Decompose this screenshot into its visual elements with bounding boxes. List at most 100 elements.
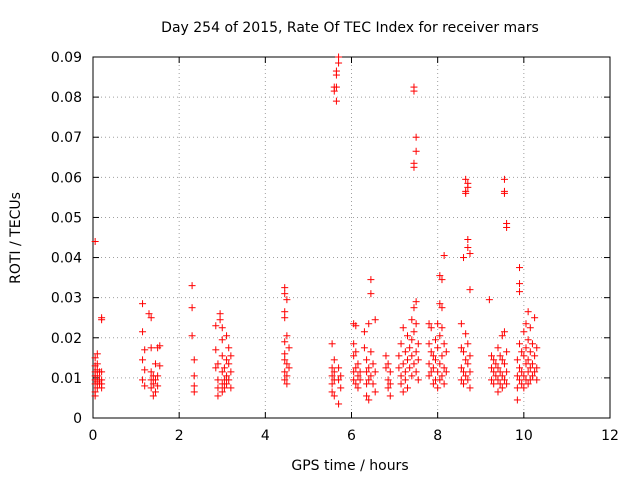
data-point xyxy=(522,320,530,328)
data-point xyxy=(498,332,506,340)
data-point xyxy=(410,304,418,312)
axis-ticks: 0 2 4 6 8 10 12 0 0.01 0.02 0.03 0.04 0.05 0.06 0.07 0.… xyxy=(51,50,619,444)
data-point xyxy=(352,322,360,330)
data-point xyxy=(227,384,235,392)
data-point xyxy=(214,360,222,368)
data-point xyxy=(438,276,446,284)
data-point xyxy=(212,322,220,330)
data-point xyxy=(154,382,162,390)
data-point xyxy=(218,324,226,332)
data-point xyxy=(367,348,375,356)
data-point xyxy=(382,352,390,360)
data-point xyxy=(520,372,528,380)
data-point xyxy=(408,352,416,360)
data-point xyxy=(457,320,465,328)
data-point xyxy=(98,316,106,324)
data-point xyxy=(496,352,504,360)
data-point xyxy=(464,360,472,368)
data-point xyxy=(223,380,231,388)
data-point xyxy=(386,392,394,400)
data-point xyxy=(488,376,496,384)
data-point xyxy=(462,189,470,197)
data-point xyxy=(397,372,405,380)
data-point xyxy=(156,362,164,370)
data-point xyxy=(365,396,373,404)
data-point xyxy=(492,360,500,368)
data-point xyxy=(356,368,364,376)
data-point xyxy=(93,360,101,368)
data-point xyxy=(283,372,291,380)
data-point xyxy=(365,364,373,372)
data-point xyxy=(151,388,159,396)
data-point xyxy=(496,380,504,388)
data-point xyxy=(516,288,524,296)
data-point xyxy=(401,368,409,376)
data-point xyxy=(408,372,416,380)
data-point xyxy=(156,342,164,350)
data-point xyxy=(360,328,368,336)
data-point xyxy=(425,340,433,348)
data-point xyxy=(466,384,474,392)
data-point xyxy=(139,356,147,364)
data-point xyxy=(281,308,289,316)
data-point xyxy=(503,348,511,356)
data-point xyxy=(220,384,228,392)
data-point xyxy=(436,360,444,368)
data-point xyxy=(496,368,504,376)
data-point xyxy=(216,316,224,324)
data-point xyxy=(500,376,508,384)
data-point xyxy=(285,344,293,352)
data-point xyxy=(457,376,465,384)
data-point xyxy=(283,332,291,340)
data-point xyxy=(371,316,379,324)
data-point xyxy=(503,223,511,231)
data-point xyxy=(412,133,420,141)
data-point xyxy=(139,300,147,308)
data-point xyxy=(335,400,343,408)
data-point xyxy=(513,356,521,364)
data-point xyxy=(365,376,373,384)
data-point xyxy=(149,380,157,388)
data-point xyxy=(285,364,293,372)
data-point xyxy=(440,380,448,388)
data-point xyxy=(412,320,420,328)
data-point xyxy=(524,368,532,376)
data-point xyxy=(371,388,379,396)
data-point xyxy=(212,364,220,372)
data-point xyxy=(408,316,416,324)
data-point xyxy=(335,59,343,67)
data-point xyxy=(93,372,101,380)
data-point xyxy=(494,376,502,384)
data-point xyxy=(498,356,506,364)
data-point xyxy=(414,376,422,384)
data-point xyxy=(462,372,470,380)
data-point xyxy=(154,372,162,380)
data-point xyxy=(328,372,336,380)
data-point xyxy=(457,364,465,372)
data-point xyxy=(531,352,539,360)
data-point xyxy=(513,372,521,380)
data-point xyxy=(98,368,106,376)
data-point xyxy=(281,376,289,384)
data-point xyxy=(518,380,526,388)
data-point xyxy=(384,384,392,392)
data-point xyxy=(223,372,231,380)
data-point xyxy=(363,368,371,376)
y-tick-label: 0.04 xyxy=(51,251,82,267)
data-point xyxy=(354,372,362,380)
data-point xyxy=(434,384,442,392)
data-point xyxy=(386,368,394,376)
data-point xyxy=(528,372,536,380)
data-point xyxy=(332,71,340,79)
data-point xyxy=(404,384,412,392)
data-point xyxy=(427,348,435,356)
data-point xyxy=(330,87,338,95)
data-point xyxy=(281,356,289,364)
x-axis-label: GPS time / hours xyxy=(291,458,408,474)
data-point xyxy=(460,380,468,388)
data-point xyxy=(533,376,541,384)
data-point xyxy=(188,332,196,340)
data-point xyxy=(350,340,358,348)
data-point xyxy=(460,368,468,376)
